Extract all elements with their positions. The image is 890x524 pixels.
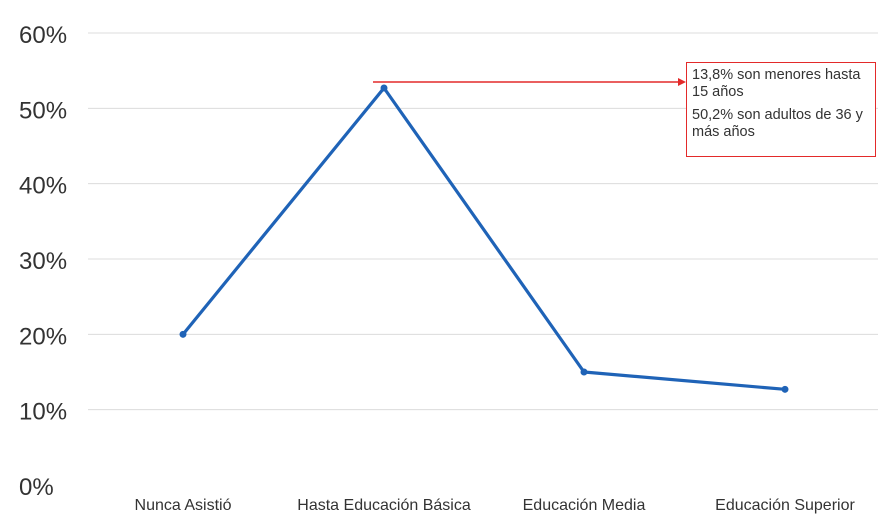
- y-tick-label-40: 40%: [19, 173, 67, 200]
- x-category-label-0: Nunca Asistió: [135, 497, 232, 514]
- series-line-0: [181, 86, 787, 391]
- series-layer: [179, 84, 789, 393]
- x-axis-labels: Nunca Asistió Hasta Educación Básica Educa…: [135, 497, 856, 514]
- annotation-line-2: 50,2% son adultos de 36 y más años: [692, 107, 863, 140]
- annotation-arrow-head: [678, 77, 686, 86]
- series-point-0: [179, 330, 187, 338]
- y-tick-label-60: 60%: [19, 22, 67, 49]
- y-tick-label-20: 20%: [19, 323, 67, 350]
- gridlines: [88, 32, 878, 411]
- y-axis-ticks: 0% 10% 20% 30% 40% 50% 60%: [19, 22, 67, 501]
- x-category-label-1: Hasta Educación Básica: [297, 497, 471, 514]
- y-tick-label-30: 30%: [19, 248, 67, 275]
- annotation-line-1: 13,8% son menores hasta 15 años: [692, 67, 861, 100]
- y-tick-label-10: 10%: [19, 399, 67, 426]
- y-tick-label-50: 50%: [19, 97, 67, 124]
- series-point-1: [380, 84, 388, 92]
- x-category-label-3: Educación Superior: [715, 497, 855, 514]
- series-point-3: [781, 385, 789, 393]
- series-point-2: [580, 368, 588, 376]
- annotation-box: 13,8% son menores hasta 15 años 50,2% so…: [686, 62, 876, 157]
- x-category-label-2: Educación Media: [523, 497, 646, 514]
- y-tick-label-0: 0%: [19, 474, 54, 501]
- annotation-layer: [373, 77, 686, 86]
